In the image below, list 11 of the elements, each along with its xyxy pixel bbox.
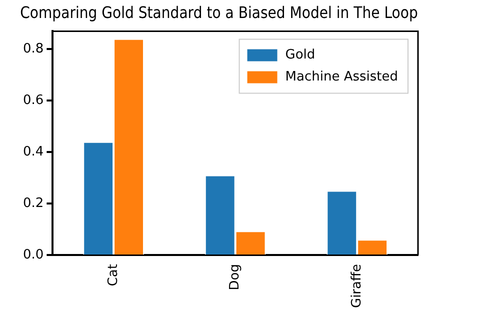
legend-label: Machine Assisted (285, 70, 398, 85)
x-tick-label: Giraffe (349, 264, 364, 308)
x-tick-label: Cat (106, 264, 121, 286)
chart-title: Comparing Gold Standard to a Biased Model in The Loop (20, 2, 418, 22)
x-tick-label: Dog (228, 264, 243, 290)
legend-label: Gold (285, 48, 316, 63)
y-tick-label: 0.6 (22, 93, 44, 108)
y-tick-label: 0.0 (22, 247, 44, 262)
y-tick-label: 0.2 (22, 196, 44, 211)
y-tick-label: 0.8 (22, 42, 44, 57)
y-tick-label: 0.4 (22, 144, 44, 160)
